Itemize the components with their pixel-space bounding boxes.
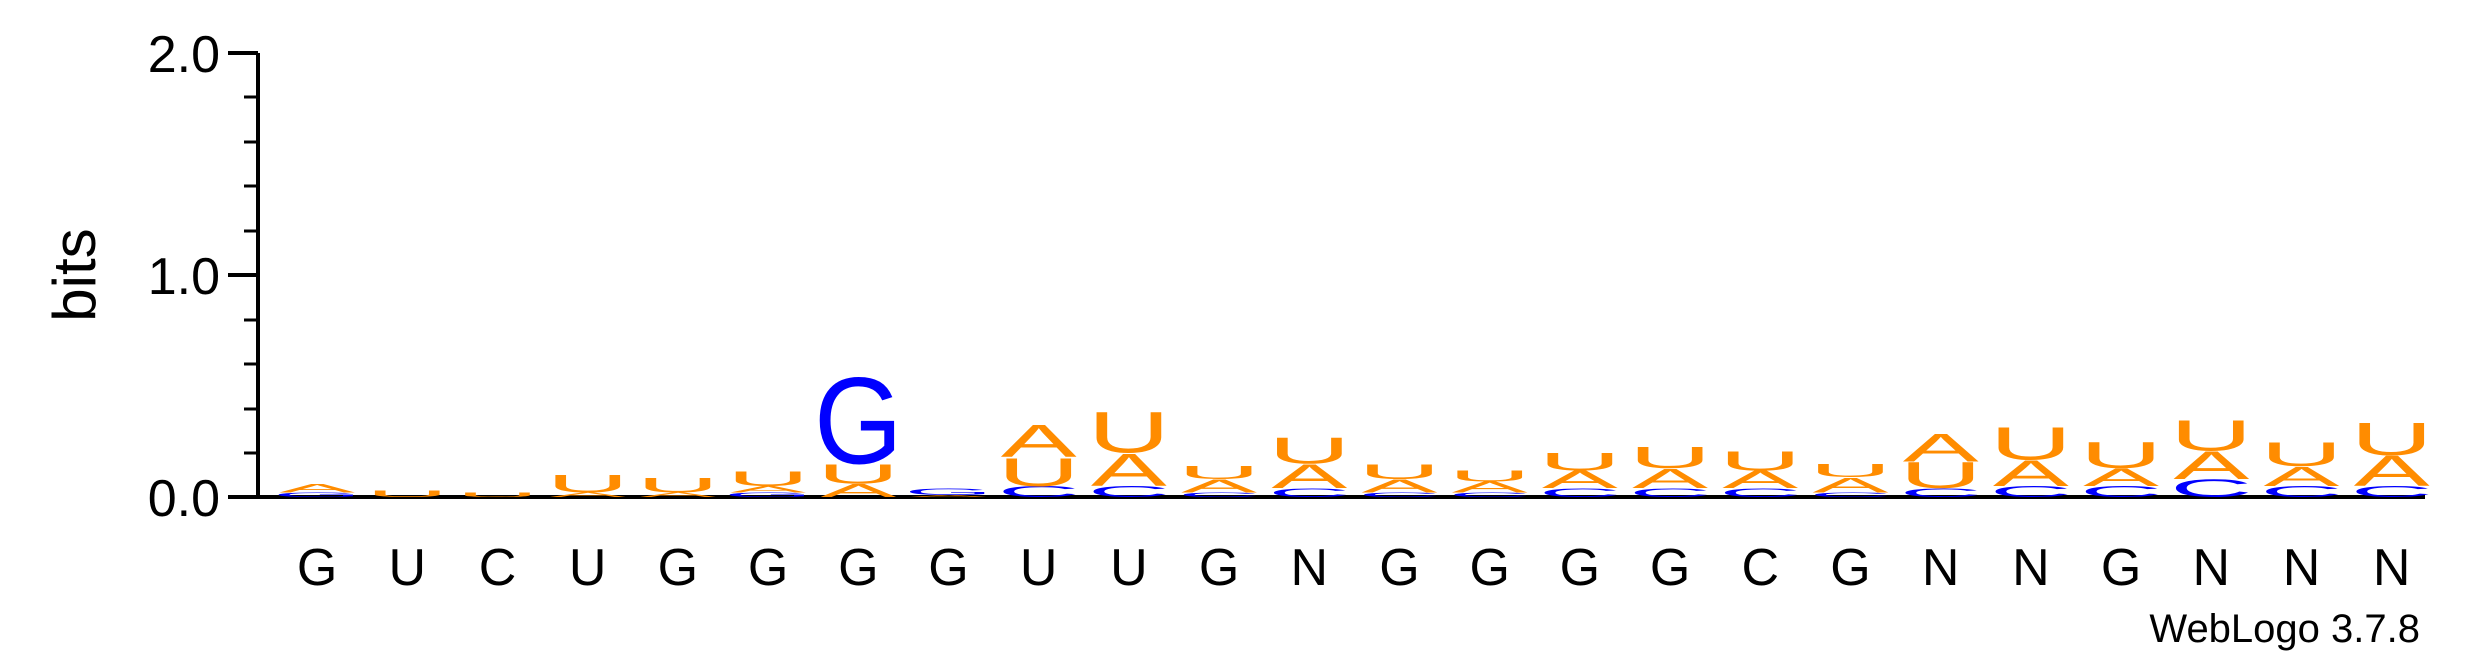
logo-letter-U: U	[1539, 448, 1621, 476]
logo-letter-C: C	[1719, 486, 1801, 500]
logo-letter-C: C	[2260, 483, 2342, 500]
logo-letter-U: U	[1809, 460, 1891, 481]
x-tick-label: G	[1560, 539, 1600, 597]
logo-letter-A: A	[550, 491, 626, 498]
logo-letter-C: C	[2080, 483, 2162, 500]
x-tick-label: G	[1830, 539, 1870, 597]
logo-letter-C: C	[1990, 483, 2072, 500]
logo-letter-C: C	[1629, 486, 1711, 500]
x-tick-label: N	[2283, 539, 2321, 597]
y-tick-label-2: 2.0	[148, 26, 220, 84]
logo-letter-A: A	[2264, 461, 2341, 492]
logo-letter-U: U	[2170, 412, 2252, 460]
x-tick-label: C	[479, 539, 517, 597]
logo-letter-U: U	[998, 450, 1080, 495]
x-tick-label: G	[658, 539, 698, 597]
logo-letter-U: U	[547, 470, 629, 498]
x-tick-label: N	[1922, 539, 1960, 597]
logo-letter-U: U	[1358, 460, 1440, 484]
logo-letter-U: U	[727, 467, 809, 491]
logo-letter-A: A	[1362, 476, 1439, 497]
logo-letter-A: A	[730, 484, 806, 494]
x-tick-label: G	[928, 539, 968, 597]
logo-letter-U: U	[1629, 440, 1711, 475]
logo-letter-A: A	[1091, 444, 1167, 496]
logo-letter-G: G	[814, 354, 903, 491]
logo-letter-U: U	[1088, 400, 1170, 465]
y-axis: 2.0 1.0 0.0 bits	[41, 26, 260, 528]
x-tick-label: G	[748, 539, 788, 597]
logo-letter-U: U	[1990, 418, 2072, 470]
logo-letter-U: U	[1449, 468, 1531, 485]
weblogo-credit: WebLogo 3.7.8	[2149, 607, 2420, 651]
logo-letter-C: C	[1900, 486, 1982, 500]
logo-letter-A: A	[1632, 463, 1709, 494]
logo-letter-U: U	[2351, 413, 2433, 465]
logo-letter-U: U	[1178, 463, 1260, 484]
logo-letter-A: A	[911, 494, 987, 497]
logo-letter-A: A	[1903, 426, 1979, 471]
x-tick-label: N	[2012, 539, 2050, 597]
logo-letter-U: U	[2080, 434, 2162, 476]
logo-letter-A: A	[820, 480, 897, 501]
logo-letter-C: C	[1809, 491, 1891, 498]
x-tick-label: N	[1291, 539, 1329, 597]
logo-letter-A: A	[279, 482, 355, 496]
logo-letter-G: G	[904, 487, 993, 497]
logo-letter-A: A	[1001, 416, 1077, 468]
logo-letter-G: G	[724, 491, 813, 498]
logo-letter-U: U	[2260, 435, 2342, 473]
logo-letter-A: A	[2083, 464, 2159, 492]
logo-letter-C: C	[1088, 483, 1170, 500]
y-tick-label-0: 0.0	[148, 470, 220, 528]
logo-letter-A: A	[1452, 479, 1529, 496]
logo-letter-C: C	[2351, 483, 2433, 500]
x-tick-label: G	[2101, 539, 2141, 597]
logo-letter-C: C	[2170, 475, 2252, 503]
logo-letter-C: C	[1539, 486, 1621, 500]
x-tick-label: U	[389, 539, 427, 597]
x-tick-label: G	[1469, 539, 1509, 597]
x-tick-label: G	[838, 539, 878, 597]
logo-letter-U: U	[456, 491, 538, 498]
logo-letter-A: A	[1722, 466, 1798, 494]
x-tick-label: U	[1110, 539, 1148, 597]
x-tick-label: N	[2193, 539, 2231, 597]
logo-letter-A: A	[1542, 466, 1618, 494]
logo-letter-C: C	[1358, 491, 1440, 498]
logo-letter-C: C	[998, 483, 1080, 500]
logo-letter-A: A	[1181, 476, 1258, 497]
x-tick-label: U	[1020, 539, 1058, 597]
x-tick-label: C	[1742, 539, 1780, 597]
x-tick-label: G	[1199, 539, 1239, 597]
y-axis-label: bits	[41, 228, 108, 321]
logo-letter-A: A	[2173, 444, 2249, 489]
logo-letter-C: C	[1268, 486, 1350, 500]
logo-letter-U: U	[637, 473, 719, 497]
x-tick-label: U	[569, 539, 607, 597]
x-tick-label: N	[2373, 539, 2411, 597]
logo-letter-U: U	[1900, 454, 1982, 496]
x-tick-label: G	[1650, 539, 1690, 597]
logo-letter-G: G	[273, 491, 362, 498]
logo-letter-C: C	[1178, 491, 1260, 498]
x-tick-label: G	[1379, 539, 1419, 597]
logo-letter-A: A	[1813, 473, 1889, 497]
logo-letter-U: U	[366, 489, 448, 499]
x-tick-label: G	[297, 539, 337, 597]
logo-letter-C: C	[1449, 491, 1531, 498]
logo-letter-U: U	[1719, 445, 1801, 476]
logo-letter-A: A	[2354, 447, 2431, 495]
logo-letter-A: A	[1271, 457, 1347, 495]
logo-letter-A: A	[640, 491, 716, 498]
logo-letter-A: A	[1993, 452, 2070, 494]
logo-letter-U: U	[817, 459, 899, 490]
logo-letter-U: U	[1268, 430, 1350, 472]
y-tick-label-1: 1.0	[148, 248, 220, 306]
